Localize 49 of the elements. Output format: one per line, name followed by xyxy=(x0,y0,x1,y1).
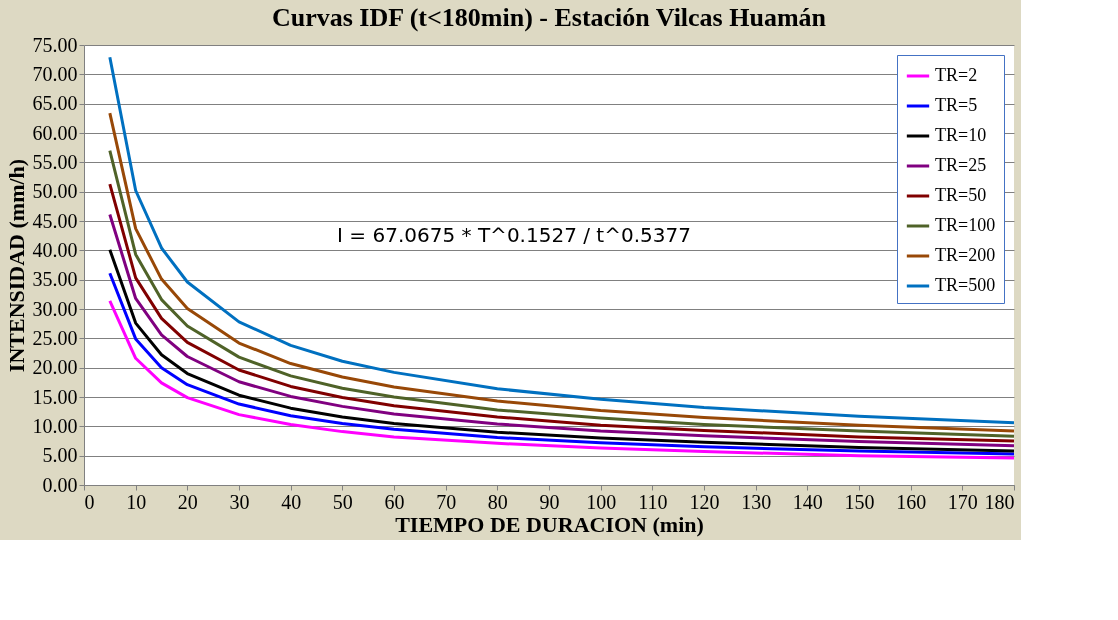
x-tick-label: 120 xyxy=(689,490,720,513)
y-tick-label: 45.00 xyxy=(32,209,78,232)
y-axis-title: INTENSIDAD (mm/h) xyxy=(3,158,29,373)
x-tick-label: 180 xyxy=(984,490,1015,513)
x-tick-label: 140 xyxy=(792,490,823,513)
y-tick-label: 25.00 xyxy=(32,326,78,349)
y-tick-label: 5.00 xyxy=(42,444,78,467)
y-tick-label: 20.00 xyxy=(32,356,78,379)
y-tick-label: 70.00 xyxy=(32,62,78,85)
annotation: I = 67.0675 * T^0.1527 / t^0.5377 xyxy=(337,222,691,247)
legend-label: TR=500 xyxy=(935,275,996,295)
legend-label: TR=50 xyxy=(935,185,987,205)
legend-label: TR=200 xyxy=(935,245,996,265)
legend-label: TR=5 xyxy=(935,95,978,115)
legend-label: TR=10 xyxy=(935,125,987,145)
x-tick-label: 100 xyxy=(586,490,617,513)
x-tick-label: 150 xyxy=(844,490,875,513)
y-tick-label: 60.00 xyxy=(32,121,78,144)
line-series xyxy=(108,299,1016,460)
y-tick-label: 40.00 xyxy=(32,238,78,261)
x-tick-label: 160 xyxy=(896,490,927,513)
y-tick-label: 35.00 xyxy=(32,268,78,291)
y-tick-label: 75.00 xyxy=(32,33,78,56)
y-tick-label: 30.00 xyxy=(32,297,78,320)
x-tick-label: 70 xyxy=(436,490,457,513)
x-tick-label: 30 xyxy=(229,490,250,513)
x-tick-label: 40 xyxy=(281,490,302,513)
legend-label: TR=100 xyxy=(935,215,996,235)
legend-label: TR=25 xyxy=(935,155,987,175)
y-tick-label: 0.00 xyxy=(42,473,78,496)
x-tick-label: 50 xyxy=(332,490,353,513)
x-tick-label: 130 xyxy=(741,490,772,513)
x-tick-label: 80 xyxy=(487,490,508,513)
chart-title: Curvas IDF (t<180min) - Estación Vilcas Huamán xyxy=(271,3,827,32)
x-tick-label: 0 xyxy=(84,490,95,513)
x-axis-title: TIEMPO DE DURACION (min) xyxy=(395,511,704,537)
x-tick-label: 10 xyxy=(126,490,147,513)
line-series xyxy=(108,55,1016,425)
x-tick-label: 20 xyxy=(177,490,198,513)
y-tick-label: 15.00 xyxy=(32,385,78,408)
x-tick-label: 110 xyxy=(638,490,668,513)
y-tick-label: 50.00 xyxy=(32,180,78,203)
x-tick-label: 60 xyxy=(384,490,405,513)
y-tick-label: 65.00 xyxy=(32,92,78,115)
y-tick-label: 55.00 xyxy=(32,150,78,173)
y-tick-label: 10.00 xyxy=(32,414,78,437)
legend-label: TR=2 xyxy=(935,65,978,85)
x-tick-label: 90 xyxy=(539,490,560,513)
x-tick-label: 170 xyxy=(947,490,978,513)
